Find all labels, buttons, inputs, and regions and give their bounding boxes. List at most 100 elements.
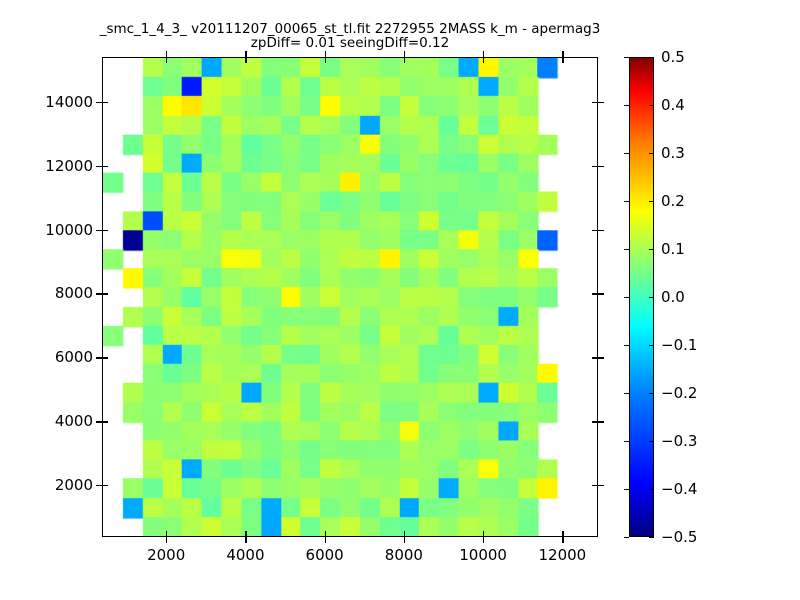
y-tick-mark (592, 421, 598, 423)
y-tick-mark (598, 485, 604, 487)
colorbar-tick-label: −0.1 (661, 336, 698, 354)
y-tick-mark (592, 485, 598, 487)
colorbar-tick-mark (624, 393, 629, 395)
colorbar-tick-label: 0.3 (661, 144, 685, 162)
x-tick-mark (166, 51, 168, 57)
colorbar-tick-mark (624, 201, 629, 203)
y-tick-mark (592, 229, 598, 231)
x-tick-mark (483, 537, 485, 543)
colorbar-tick-mark (649, 441, 654, 443)
y-tick-mark (102, 293, 108, 295)
x-tick-mark (324, 57, 326, 63)
colorbar-tick-label: −0.4 (661, 480, 698, 498)
y-tick-label: 6000 (54, 348, 93, 367)
title-line-2: zpDiff= 0.01 seeingDiff=0.12 (250, 35, 450, 52)
x-tick-label: 10000 (459, 546, 507, 564)
x-tick-mark (403, 51, 406, 57)
colorbar-tick-mark (624, 441, 629, 443)
x-tick-mark (324, 531, 326, 537)
colorbar-tick-label: 0.4 (661, 96, 685, 114)
colorbar-tick-mark (649, 537, 654, 539)
x-tick-mark (166, 531, 168, 537)
y-tick-mark (102, 357, 108, 359)
y-tick-label: 4000 (54, 412, 93, 431)
colorbar (629, 57, 654, 537)
x-tick-mark (324, 51, 326, 57)
colorbar-tick-label: 0.5 (661, 48, 685, 66)
y-tick-mark (598, 293, 604, 295)
y-tick-mark (96, 165, 102, 167)
title-line-1: _smc_1_4_3_ v20111207_00065_st_tl.fit 22… (99, 21, 601, 37)
y-tick-mark (592, 357, 598, 359)
y-tick-mark (598, 421, 604, 423)
x-tick-mark (403, 537, 406, 543)
x-tick-mark (483, 531, 485, 537)
y-tick-label: 2000 (54, 476, 93, 495)
colorbar-tick-mark (649, 489, 654, 491)
x-tick-mark (483, 57, 485, 63)
colorbar-tick-label: −0.2 (661, 384, 698, 402)
y-tick-mark (102, 101, 108, 103)
colorbar-tick-mark (649, 393, 654, 395)
colorbar-tick-label: −0.3 (661, 432, 698, 450)
colorbar-tick-mark (649, 297, 654, 299)
x-tick-mark (562, 537, 564, 543)
colorbar-tick-mark (649, 105, 654, 107)
y-tick-label: 8000 (54, 284, 93, 303)
x-tick-mark (166, 57, 168, 63)
y-tick-mark (592, 101, 598, 103)
heatmap-image (103, 58, 597, 536)
x-tick-mark (562, 51, 564, 57)
plot-title: _smc_1_4_3_ v20111207_00065_st_tl.fit 22… (0, 21, 700, 52)
y-tick-mark (592, 293, 598, 295)
colorbar-tick-mark (624, 297, 629, 299)
x-tick-mark (245, 51, 247, 57)
colorbar-tick-label: 0.1 (661, 240, 685, 258)
x-tick-label: 8000 (384, 546, 423, 564)
x-tick-mark (245, 57, 247, 63)
x-tick-mark (166, 537, 168, 543)
x-tick-label: 6000 (305, 546, 344, 564)
x-tick-mark (403, 57, 406, 63)
colorbar-tick-mark (649, 345, 654, 347)
colorbar-tick-mark (624, 153, 629, 155)
x-tick-mark (483, 51, 485, 57)
x-tick-mark (324, 537, 326, 543)
x-tick-mark (245, 531, 247, 537)
colorbar-tick-mark (624, 345, 629, 347)
colorbar-tick-mark (624, 537, 629, 539)
colorbar-tick-label: 0.2 (661, 192, 685, 210)
y-tick-mark (102, 485, 108, 487)
y-tick-mark (96, 357, 102, 359)
colorbar-tick-mark (624, 57, 629, 59)
y-tick-mark (102, 165, 108, 167)
y-tick-label: 10000 (45, 220, 93, 239)
colorbar-tick-mark (624, 489, 629, 491)
y-tick-mark (598, 101, 604, 103)
y-tick-mark (102, 229, 108, 231)
y-tick-mark (598, 229, 604, 231)
colorbar-tick-label: 0.0 (661, 288, 685, 306)
x-tick-label: 4000 (226, 546, 265, 564)
x-tick-mark (245, 537, 247, 543)
y-tick-mark (96, 101, 102, 103)
y-tick-mark (96, 421, 102, 423)
y-tick-mark (598, 357, 604, 359)
colorbar-tick-mark (624, 105, 629, 107)
colorbar-tick-mark (649, 153, 654, 155)
y-tick-mark (598, 165, 604, 167)
y-tick-mark (592, 165, 598, 167)
colorbar-tick-mark (649, 57, 654, 59)
y-tick-label: 14000 (45, 92, 93, 111)
y-tick-mark (96, 293, 102, 295)
colorbar-tick-mark (649, 249, 654, 251)
y-tick-mark (102, 421, 108, 423)
x-tick-label: 2000 (147, 546, 186, 564)
heatmap-axes (102, 57, 598, 537)
y-tick-mark (96, 229, 102, 231)
x-tick-mark (403, 531, 406, 537)
x-tick-mark (562, 531, 564, 537)
x-tick-mark (562, 57, 564, 63)
colorbar-tick-mark (624, 249, 629, 251)
